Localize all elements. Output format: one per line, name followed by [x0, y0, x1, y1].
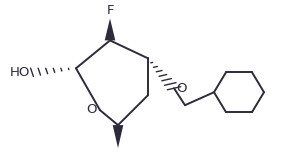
Text: F: F	[106, 4, 114, 17]
Polygon shape	[105, 19, 115, 40]
Text: O: O	[86, 103, 96, 116]
Text: O: O	[176, 82, 187, 95]
Text: HO: HO	[9, 66, 30, 79]
Polygon shape	[113, 125, 123, 148]
